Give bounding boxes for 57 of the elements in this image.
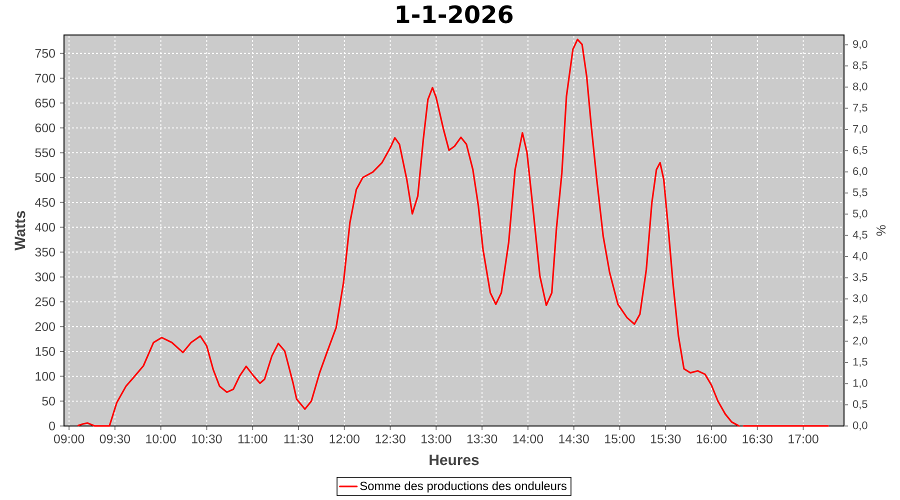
x-tick-label: 14:30: [559, 434, 589, 444]
y-tick-label: 450: [34, 198, 55, 207]
x-tick-label: 10:00: [146, 434, 176, 444]
y2-tick-label: 2,0: [853, 336, 868, 346]
y2-tick-label: 0,5: [852, 400, 868, 410]
y-tick-label: 200: [35, 322, 55, 332]
y-tick-label: 650: [35, 98, 55, 108]
y-tick-label: 550: [35, 148, 55, 158]
y2-tick-label: 4,0: [852, 252, 868, 262]
chart-title: 1-1-2026: [396, 5, 513, 24]
y2-tick-label: 1,0: [853, 379, 868, 388]
y2-tick-label: 7,0: [853, 124, 868, 134]
y2-tick-label: 7,5: [853, 104, 868, 113]
y-tick-label: 150: [36, 347, 55, 356]
x-tick-label: 09:00: [54, 434, 84, 444]
y2-tick-label: 3,0: [852, 294, 868, 304]
y-tick-label: 600: [35, 123, 55, 132]
y-tick-label: 300: [35, 272, 55, 282]
y2-tick-label: 6,0: [853, 167, 868, 176]
y-tick-label: 250: [35, 297, 55, 306]
y2-tick-label: 5,0: [852, 210, 868, 219]
y-tick-label: 750: [35, 48, 55, 58]
x-tick-label: 11:30: [284, 434, 314, 444]
y2-tick-label: 5,5: [852, 188, 868, 198]
x-tick-label: 15:00: [605, 434, 635, 444]
x-tick-label: 14:00: [513, 434, 544, 444]
y2-axis-title: %: [876, 225, 886, 236]
y-tick-label: 400: [34, 222, 55, 232]
x-tick-label: 16:00: [696, 434, 727, 444]
y-tick-label: 350: [35, 248, 55, 257]
y2-tick-label: 8,5: [853, 61, 868, 70]
y2-tick-label: 6,5: [853, 146, 868, 156]
x-tick-label: 09:30: [100, 434, 130, 444]
legend-label: Somme des productions des onduleurs: [360, 481, 567, 493]
x-tick-label: 12:00: [330, 434, 360, 444]
y-tick-label: 100: [36, 372, 55, 381]
x-tick-label: 11:00: [238, 434, 268, 444]
y2-tick-label: 4,5: [852, 230, 868, 240]
y-tick-label: 50: [42, 396, 55, 406]
y-tick-label: 500: [35, 173, 55, 182]
x-tick-label: 12:30: [376, 434, 406, 444]
x-tick-label: 10:30: [192, 434, 222, 444]
x-tick-label: 17:00: [788, 434, 818, 444]
y2-tick-label: 3,5: [852, 273, 868, 282]
x-tick-label: 16:30: [742, 434, 772, 444]
y-tick-label: 0: [49, 422, 55, 430]
y-tick-label: 700: [35, 74, 55, 83]
y2-tick-label: 1,5: [853, 358, 868, 367]
x-axis-title: Heures: [430, 454, 479, 466]
y-axis-title: Watts: [14, 211, 26, 251]
x-tick-label: 15:30: [650, 434, 681, 444]
x-tick-label: 13:30: [467, 434, 498, 444]
y2-tick-label: 2,5: [853, 316, 868, 325]
x-tick-label: 13:00: [422, 434, 452, 444]
y2-tick-label: 8,0: [853, 82, 868, 92]
y2-tick-label: 0,0: [852, 421, 868, 431]
y2-tick-label: 9,0: [853, 40, 868, 50]
